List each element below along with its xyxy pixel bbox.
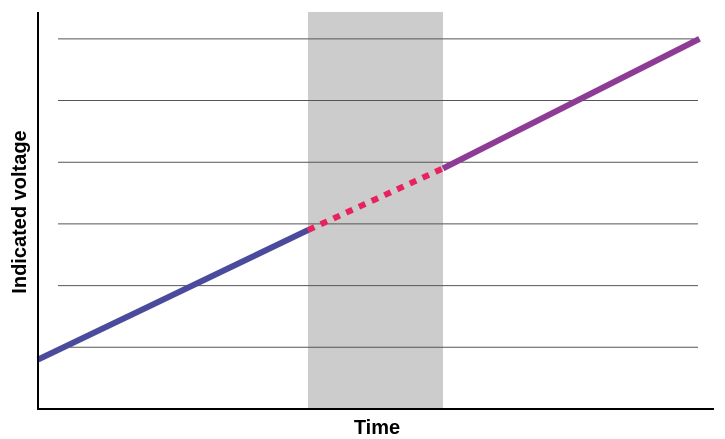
series-layer [36,36,701,363]
gridlines [58,38,698,348]
y-axis-label: Indicated voltage [9,130,31,293]
series-line-3 [441,36,701,172]
highlight-region-layer [308,12,443,409]
highlight-region [308,12,443,409]
series-line-2 [306,165,445,233]
series-line-1 [36,227,310,363]
x-axis-label: Time [354,417,400,439]
